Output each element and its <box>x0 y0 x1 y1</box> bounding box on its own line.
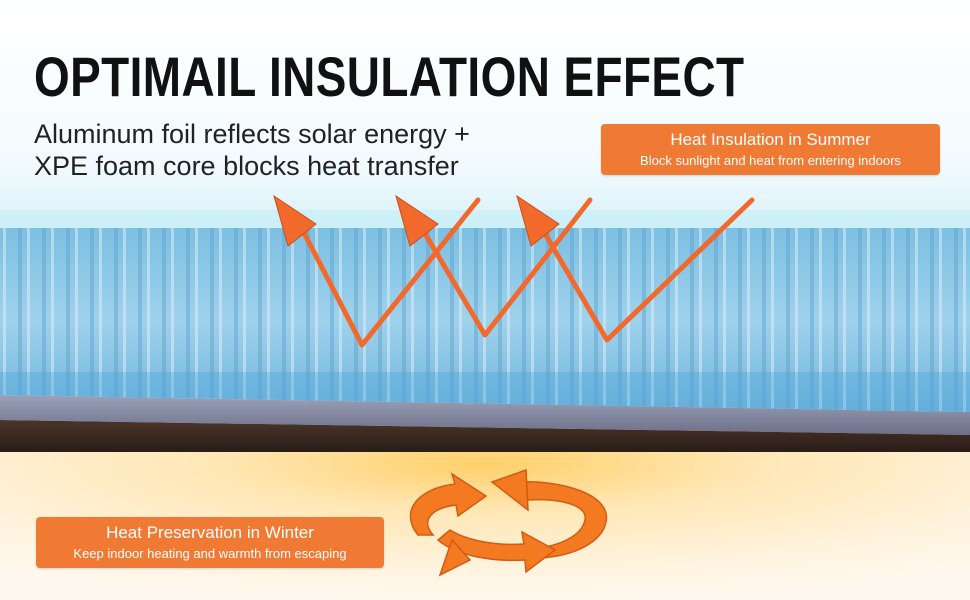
winter-badge-desc: Keep indoor heating and warmth from esca… <box>73 546 347 561</box>
insulation-mat <box>0 228 970 452</box>
foil-blue-edge <box>0 372 970 412</box>
subtitle-line-1: Aluminum foil reflects solar energy + <box>34 119 470 149</box>
arrowhead-icon <box>395 194 439 247</box>
summer-badge-desc: Block sunlight and heat from entering in… <box>640 153 901 168</box>
subtitle: Aluminum foil reflects solar energy + XP… <box>34 118 470 182</box>
warm-glow <box>0 430 970 600</box>
reflection-arrow-icon <box>417 197 593 338</box>
arrow-heads <box>273 194 560 247</box>
summer-badge-title: Heat Insulation in Summer <box>670 130 871 149</box>
reflection-arrow-icon <box>537 197 755 343</box>
summer-badge: Heat Insulation in Summer Block sunlight… <box>601 124 940 175</box>
winter-badge: Heat Preservation in Winter Keep indoor … <box>36 517 384 568</box>
reflection-arrow-icon <box>297 197 481 348</box>
foam-core <box>0 420 970 452</box>
foil-ribs <box>0 228 970 412</box>
arrowhead-icon <box>516 194 560 247</box>
sky-background <box>0 0 970 230</box>
cycle-arrows-icon <box>409 468 608 577</box>
subtitle-line-2: XPE foam core blocks heat transfer <box>34 151 459 181</box>
page-title: OPTIMAIL INSULATION EFFECT <box>34 45 745 108</box>
reflection-arrows <box>297 197 755 348</box>
mat-edge <box>0 395 970 435</box>
arrowhead-icon <box>273 194 317 247</box>
winter-badge-title: Heat Preservation in Winter <box>106 523 314 542</box>
